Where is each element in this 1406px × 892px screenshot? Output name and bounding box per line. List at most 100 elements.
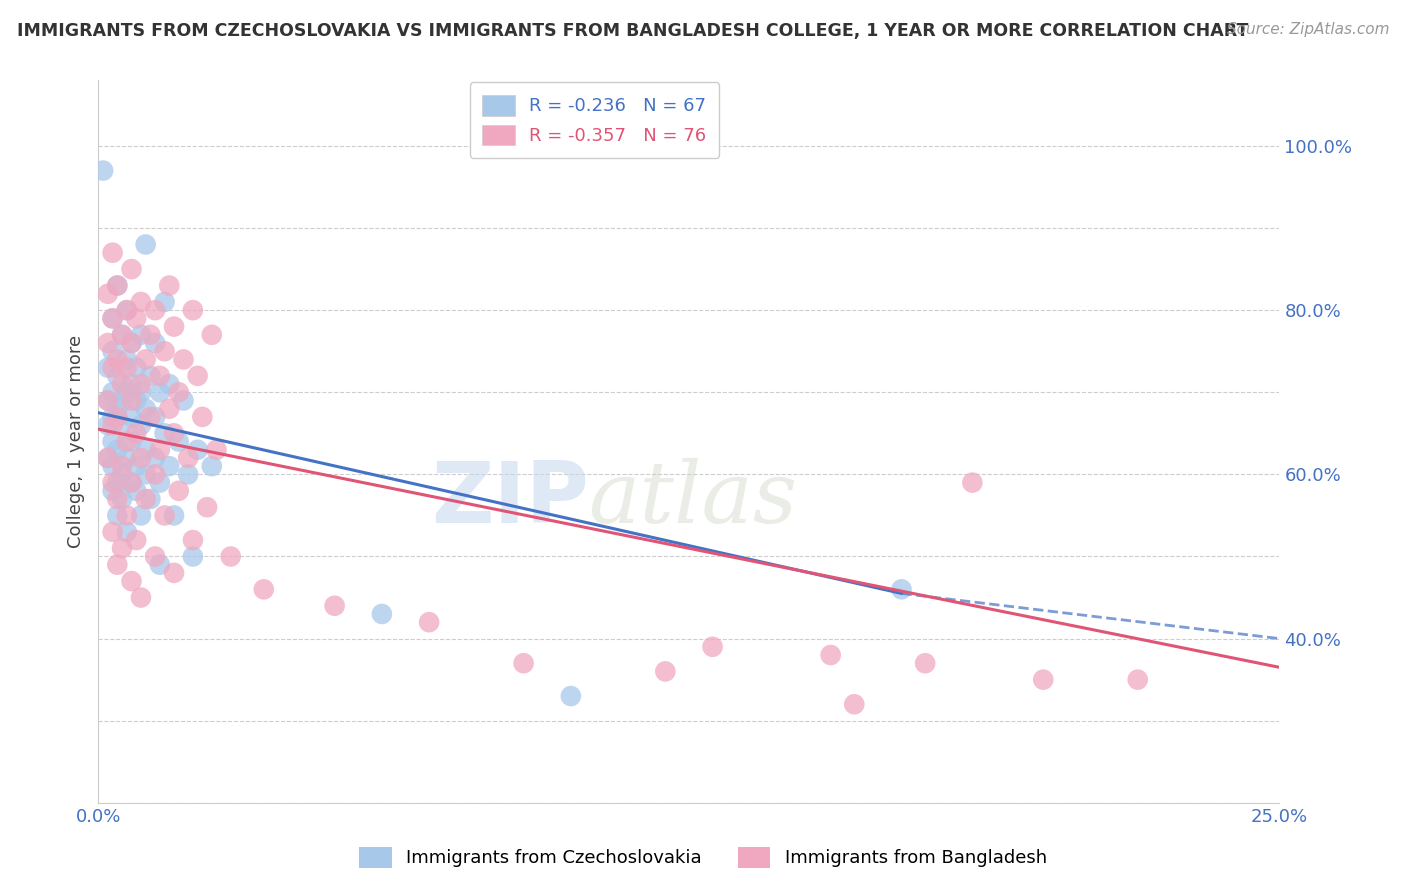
- Point: [149, 558, 172, 572]
- Point: [111, 393, 134, 408]
- Point: [201, 459, 224, 474]
- Point: [153, 344, 176, 359]
- Point: [101, 360, 124, 375]
- Point: [125, 360, 148, 375]
- Point: [153, 426, 176, 441]
- Point: [105, 278, 128, 293]
- Point: [115, 385, 138, 400]
- Point: [101, 475, 124, 490]
- Point: [844, 698, 866, 712]
- Point: [105, 558, 128, 572]
- Point: [115, 450, 138, 465]
- Point: [820, 648, 842, 662]
- Point: [121, 434, 143, 449]
- Point: [157, 401, 180, 416]
- Point: [115, 303, 138, 318]
- Point: [153, 295, 176, 310]
- Point: [101, 245, 124, 260]
- Point: [105, 508, 128, 523]
- Point: [890, 582, 912, 597]
- Point: [125, 533, 148, 547]
- Point: [121, 393, 143, 408]
- Point: [129, 327, 152, 342]
- Point: [125, 393, 148, 408]
- Point: [129, 377, 152, 392]
- Point: [181, 303, 204, 318]
- Point: [135, 237, 157, 252]
- Point: [97, 360, 120, 375]
- Point: [101, 311, 124, 326]
- Point: [125, 311, 148, 326]
- Point: [143, 303, 166, 318]
- Point: [105, 368, 128, 383]
- Point: [101, 344, 124, 359]
- Point: [121, 475, 143, 490]
- Point: [105, 409, 128, 424]
- Point: [101, 409, 124, 424]
- Point: [115, 360, 138, 375]
- Point: [129, 508, 152, 523]
- Point: [121, 409, 143, 424]
- Point: [149, 368, 172, 383]
- Point: [163, 566, 186, 580]
- Point: [111, 327, 134, 342]
- Text: IMMIGRANTS FROM CZECHOSLOVAKIA VS IMMIGRANTS FROM BANGLADESH COLLEGE, 1 YEAR OR : IMMIGRANTS FROM CZECHOSLOVAKIA VS IMMIGR…: [17, 22, 1249, 40]
- Point: [105, 352, 128, 367]
- Point: [129, 295, 152, 310]
- Point: [115, 508, 138, 523]
- Point: [101, 459, 124, 474]
- Point: [101, 385, 124, 400]
- Point: [105, 442, 128, 457]
- Y-axis label: College, 1 year or more: College, 1 year or more: [66, 335, 84, 548]
- Point: [101, 483, 124, 498]
- Point: [139, 327, 162, 342]
- Point: [702, 640, 724, 654]
- Point: [177, 467, 200, 482]
- Point: [91, 163, 114, 178]
- Point: [143, 549, 166, 564]
- Point: [97, 286, 120, 301]
- Point: [125, 426, 148, 441]
- Point: [149, 385, 172, 400]
- Point: [111, 541, 134, 556]
- Point: [121, 574, 143, 588]
- Point: [135, 352, 157, 367]
- Point: [177, 450, 200, 465]
- Point: [163, 508, 186, 523]
- Point: [135, 467, 157, 482]
- Point: [97, 418, 120, 433]
- Legend: R = -0.236   N = 67, R = -0.357   N = 76: R = -0.236 N = 67, R = -0.357 N = 76: [470, 82, 718, 158]
- Point: [139, 409, 162, 424]
- Legend: Immigrants from Czechoslovakia, Immigrants from Bangladesh: Immigrants from Czechoslovakia, Immigran…: [349, 836, 1057, 879]
- Point: [143, 409, 166, 424]
- Point: [121, 262, 143, 277]
- Point: [143, 336, 166, 351]
- Point: [115, 352, 138, 367]
- Point: [418, 615, 440, 630]
- Point: [163, 319, 186, 334]
- Point: [111, 459, 134, 474]
- Point: [129, 385, 152, 400]
- Point: [97, 393, 120, 408]
- Point: [167, 385, 190, 400]
- Point: [1126, 673, 1149, 687]
- Point: [97, 450, 120, 465]
- Point: [172, 393, 194, 408]
- Point: [115, 303, 138, 318]
- Point: [105, 401, 128, 416]
- Point: [129, 418, 152, 433]
- Point: [111, 327, 134, 342]
- Point: [139, 491, 162, 506]
- Point: [121, 336, 143, 351]
- Point: [201, 327, 224, 342]
- Point: [157, 459, 180, 474]
- Point: [135, 442, 157, 457]
- Point: [101, 311, 124, 326]
- Point: [135, 491, 157, 506]
- Point: [115, 434, 138, 449]
- Point: [125, 459, 148, 474]
- Point: [101, 418, 124, 433]
- Point: [97, 336, 120, 351]
- Point: [205, 442, 228, 457]
- Point: [157, 377, 180, 392]
